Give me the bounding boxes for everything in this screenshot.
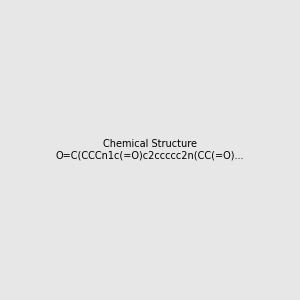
Text: Chemical Structure
O=C(CCCn1c(=O)c2ccccc2n(CC(=O)...: Chemical Structure O=C(CCCn1c(=O)c2ccccc… — [56, 139, 244, 161]
